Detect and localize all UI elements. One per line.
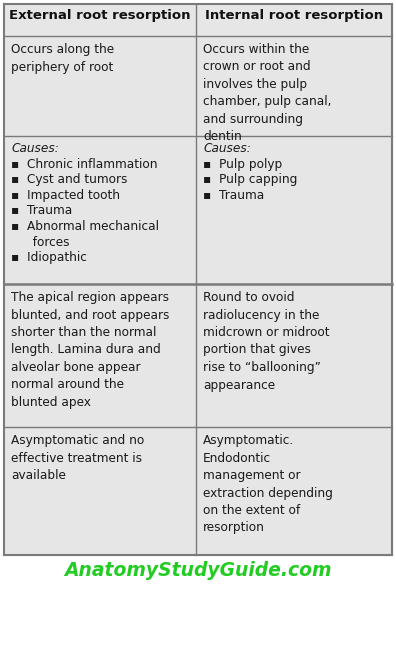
- Bar: [4, 4, 392, 555]
- Text: ▪  Pulp capping: ▪ Pulp capping: [203, 174, 297, 187]
- Text: Causes:: Causes:: [203, 142, 251, 155]
- Text: Asymptomatic.
Endodontic
management or
extraction depending
on the extent of
res: Asymptomatic. Endodontic management or e…: [203, 434, 333, 535]
- Text: ▪  Idiopathic: ▪ Idiopathic: [11, 251, 87, 264]
- Text: Round to ovoid
radiolucency in the
midcrown or midroot
portion that gives
rise t: Round to ovoid radiolucency in the midcr…: [203, 291, 329, 391]
- Text: Occurs along the
periphery of root: Occurs along the periphery of root: [11, 43, 114, 73]
- Text: External root resorption: External root resorption: [9, 9, 191, 22]
- Text: Internal root resorption: Internal root resorption: [205, 9, 383, 22]
- Text: Asymptomatic and no
effective treatment is
available: Asymptomatic and no effective treatment …: [11, 434, 144, 482]
- Text: forces: forces: [21, 236, 70, 249]
- Text: Causes:: Causes:: [11, 142, 59, 155]
- Text: ▪  Impacted tooth: ▪ Impacted tooth: [11, 189, 120, 202]
- Text: ▪  Trauma: ▪ Trauma: [203, 189, 264, 202]
- Text: ▪  Abnormal mechanical: ▪ Abnormal mechanical: [11, 220, 159, 233]
- Text: ▪  Trauma: ▪ Trauma: [11, 205, 72, 218]
- Text: ▪  Chronic inflammation: ▪ Chronic inflammation: [11, 158, 158, 171]
- Text: AnatomyStudyGuide.com: AnatomyStudyGuide.com: [64, 561, 332, 580]
- Text: ▪  Pulp polyp: ▪ Pulp polyp: [203, 158, 282, 171]
- Text: ▪  Cyst and tumors: ▪ Cyst and tumors: [11, 174, 128, 187]
- Text: The apical region appears
blunted, and root appears
shorter than the normal
leng: The apical region appears blunted, and r…: [11, 291, 169, 409]
- Text: Occurs within the
crown or root and
involves the pulp
chamber, pulp canal,
and s: Occurs within the crown or root and invo…: [203, 43, 331, 143]
